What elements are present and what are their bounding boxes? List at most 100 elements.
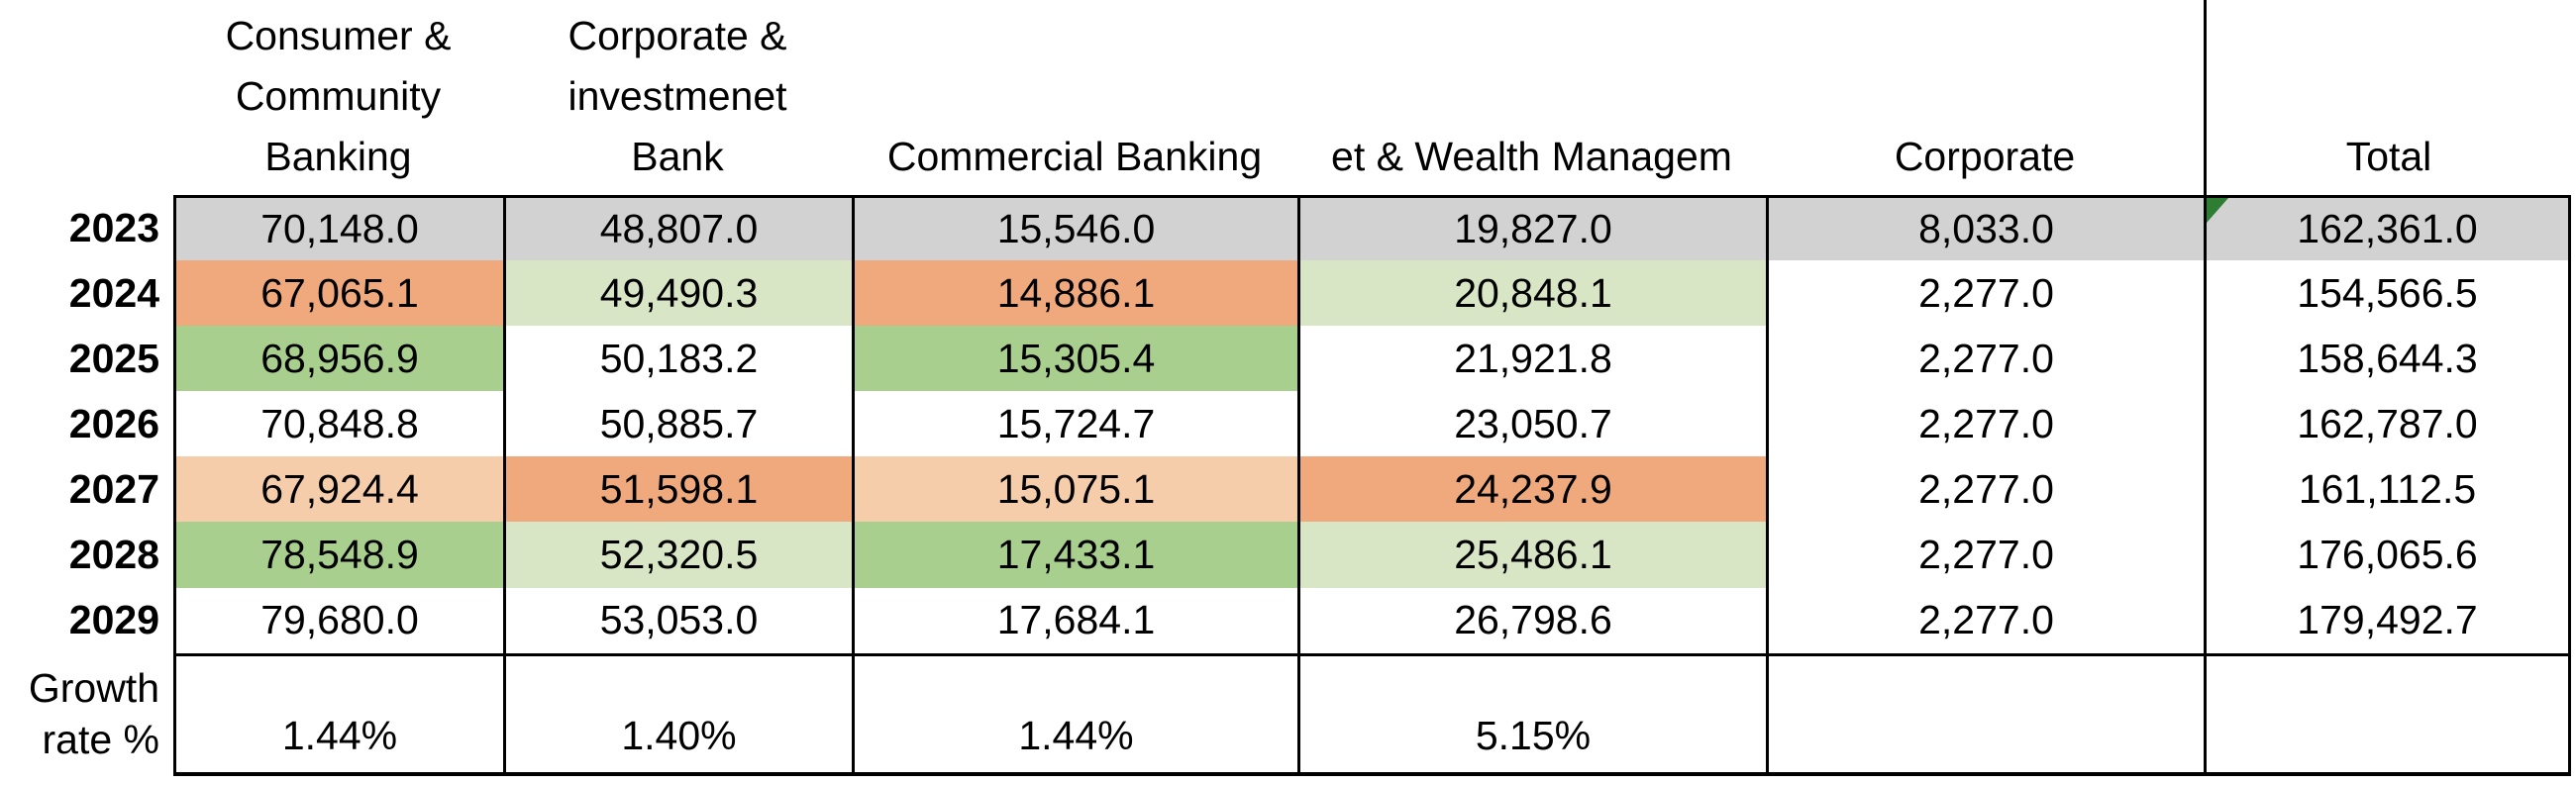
cell-2024-ccb[interactable]: 67,065.1	[173, 260, 503, 327]
cell-2026-total[interactable]: 162,787.0	[2204, 391, 2571, 457]
cell-value: 24,237.9	[1454, 465, 1612, 512]
growth-label-line: rate %	[42, 716, 160, 762]
header-label-ccb: Consumer & Community Banking	[226, 6, 452, 187]
cell-2024-corporate[interactable]: 2,277.0	[1766, 260, 2204, 327]
cell-2023-commercial[interactable]: 15,546.0	[852, 195, 1297, 261]
header-line: Community	[235, 73, 442, 119]
cell-value: 15,075.1	[996, 465, 1156, 512]
cell-2023-corporate[interactable]: 8,033.0	[1766, 195, 2204, 261]
cell-2027-corporate[interactable]: 2,277.0	[1766, 456, 2204, 523]
header-cell-total[interactable]: Total	[2204, 0, 2571, 195]
cell-value: 51,598.1	[599, 465, 759, 512]
cell-2025-awm[interactable]: 21,921.8	[1297, 326, 1766, 392]
cell-value: 68,956.9	[260, 335, 419, 381]
cell-value: 49,490.3	[599, 269, 759, 316]
cell-2025-total[interactable]: 158,644.3	[2204, 326, 2571, 392]
row-label-growth-rate: Growth rate %	[0, 653, 173, 776]
cell-2026-commercial[interactable]: 15,724.7	[852, 391, 1297, 457]
cell-2029-cib[interactable]: 53,053.0	[503, 587, 852, 653]
cell-value: 158,644.3	[2297, 335, 2478, 381]
cell-2023-ccb[interactable]: 70,148.0	[173, 195, 503, 261]
header-cell-commercial[interactable]: Commercial Banking	[852, 0, 1297, 195]
cell-growth-total[interactable]	[2204, 652, 2571, 776]
cell-value: 176,065.6	[2297, 532, 2478, 578]
header-line: et & Wealth Managem	[1331, 134, 1732, 179]
cell-2026-corporate[interactable]: 2,277.0	[1766, 391, 2204, 457]
cell-2027-total[interactable]: 161,112.5	[2204, 456, 2571, 523]
cell-value: 162,361.0	[2297, 206, 2478, 252]
cell-2023-total[interactable]: 162,361.0	[2204, 195, 2571, 261]
cell-2027-awm[interactable]: 24,237.9	[1297, 456, 1766, 523]
cell-value: 2,277.0	[1918, 400, 2054, 446]
cell-value: 48,807.0	[599, 206, 759, 252]
cell-2027-ccb[interactable]: 67,924.4	[173, 456, 503, 523]
cell-growth-cib[interactable]: 1.40%	[503, 652, 852, 776]
header-cell-ccb[interactable]: Consumer & Community Banking	[173, 0, 503, 195]
error-flag-icon	[2207, 198, 2228, 223]
cell-2024-awm[interactable]: 20,848.1	[1297, 260, 1766, 327]
cell-2025-cib[interactable]: 50,183.2	[503, 326, 852, 392]
cell-value: 25,486.1	[1454, 532, 1612, 578]
row-label-2029: 2029	[68, 597, 159, 643]
cell-2028-corporate[interactable]: 2,277.0	[1766, 522, 2204, 588]
cell-2023-cib[interactable]: 48,807.0	[503, 195, 852, 261]
cell-value: 70,148.0	[260, 206, 419, 252]
cell-value: 67,065.1	[260, 269, 419, 316]
header-label-cib: Corporate & investmenet Bank	[567, 6, 786, 187]
cell-growth-awm[interactable]: 5.15%	[1297, 652, 1766, 776]
header-cell-awm[interactable]: et & Wealth Managem	[1297, 0, 1766, 195]
cell-value: 19,827.0	[1454, 206, 1612, 252]
cell-2028-total[interactable]: 176,065.6	[2204, 522, 2571, 588]
cell-value: 52,320.5	[599, 532, 759, 578]
cell-value: 78,548.9	[260, 532, 419, 578]
cell-value: 1.40%	[621, 712, 737, 758]
cell-growth-ccb[interactable]: 1.44%	[173, 652, 503, 776]
cell-2025-commercial[interactable]: 15,305.4	[852, 326, 1297, 392]
cell-2026-awm[interactable]: 23,050.7	[1297, 391, 1766, 457]
cell-value: 2,277.0	[1918, 269, 2054, 316]
cell-value: 14,886.1	[996, 269, 1156, 316]
header-label-corporate: Corporate	[1895, 127, 2075, 187]
cell-2027-commercial[interactable]: 15,075.1	[852, 456, 1297, 523]
cell-value: 2,277.0	[1918, 597, 2054, 643]
row-label-2025: 2025	[68, 335, 159, 381]
header-line: Total	[2345, 134, 2432, 179]
cell-2026-cib[interactable]: 50,885.7	[503, 391, 852, 457]
cell-2029-ccb[interactable]: 79,680.0	[173, 587, 503, 653]
cell-value: 26,798.6	[1454, 597, 1612, 643]
cell-2024-total[interactable]: 154,566.5	[2204, 260, 2571, 327]
header-line: Corporate	[1894, 134, 2076, 179]
header-cell-corporate[interactable]: Corporate	[1766, 0, 2204, 195]
cell-2024-cib[interactable]: 49,490.3	[503, 260, 852, 327]
cell-2026-ccb[interactable]: 70,848.8	[173, 391, 503, 457]
cell-value: 15,305.4	[996, 335, 1156, 381]
cell-2025-ccb[interactable]: 68,956.9	[173, 326, 503, 392]
cell-2028-cib[interactable]: 52,320.5	[503, 522, 852, 588]
cell-value: 179,492.7	[2297, 597, 2478, 643]
cell-2028-ccb[interactable]: 78,548.9	[173, 522, 503, 588]
cell-2027-cib[interactable]: 51,598.1	[503, 456, 852, 523]
cell-2029-awm[interactable]: 26,798.6	[1297, 587, 1766, 653]
header-line: Bank	[631, 134, 724, 179]
cell-value: 8,033.0	[1918, 206, 2054, 252]
header-line: Commercial Banking	[886, 134, 1263, 179]
cell-value: 154,566.5	[2297, 269, 2478, 316]
cell-2024-commercial[interactable]: 14,886.1	[852, 260, 1297, 327]
cell-2029-commercial[interactable]: 17,684.1	[852, 587, 1297, 653]
cell-2028-commercial[interactable]: 17,433.1	[852, 522, 1297, 588]
cell-growth-commercial[interactable]: 1.44%	[852, 652, 1297, 776]
cell-value: 50,885.7	[599, 400, 759, 446]
cell-2025-corporate[interactable]: 2,277.0	[1766, 326, 2204, 392]
cell-growth-corporate[interactable]	[1766, 652, 2204, 776]
cell-value: 53,053.0	[599, 597, 759, 643]
header-cell-cib[interactable]: Corporate & investmenet Bank	[503, 0, 852, 195]
row-label-2023: 2023	[68, 204, 159, 250]
cell-2023-awm[interactable]: 19,827.0	[1297, 195, 1766, 261]
corner-spacer-cell	[0, 0, 173, 195]
cell-2029-corporate[interactable]: 2,277.0	[1766, 587, 2204, 653]
cell-2028-awm[interactable]: 25,486.1	[1297, 522, 1766, 588]
header-line: Corporate &	[567, 13, 787, 58]
cell-2029-total[interactable]: 179,492.7	[2204, 587, 2571, 653]
